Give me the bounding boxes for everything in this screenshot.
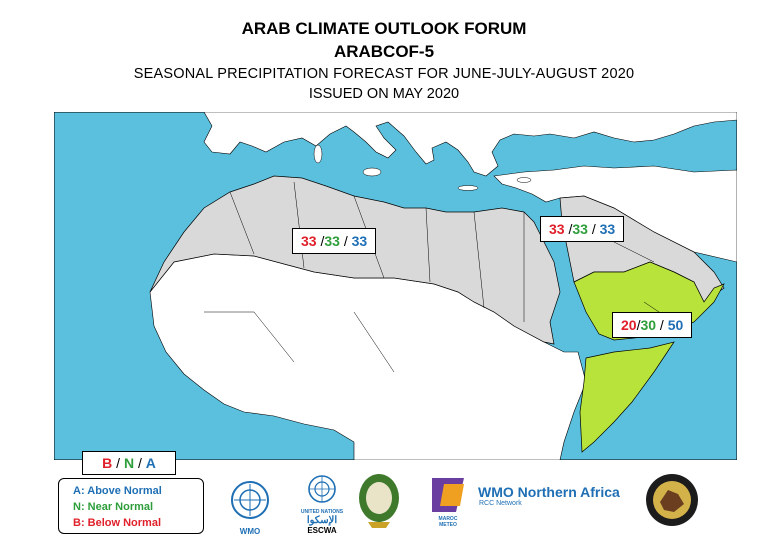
bna-a: A bbox=[145, 455, 156, 471]
legend-below: B: Below Normal bbox=[73, 517, 162, 529]
gcc-logo bbox=[642, 472, 702, 528]
north-africa-region bbox=[149, 175, 561, 345]
above-value: 33 bbox=[351, 233, 368, 249]
wmo-label: WMO bbox=[239, 527, 261, 536]
legend-above: A: Above Normal bbox=[73, 485, 162, 497]
legend-box: A: Above Normal N: Near Normal B: Below … bbox=[58, 478, 204, 534]
forecast-subtitle: SEASONAL PRECIPITATION FORECAST FOR JUNE… bbox=[133, 66, 635, 82]
cyprus bbox=[516, 177, 532, 183]
escwa-arabic-label: الإسكوا bbox=[306, 515, 338, 526]
maroc-meteo-emblem-icon bbox=[430, 476, 466, 526]
wmo-logo: WMO bbox=[228, 478, 272, 536]
forum-title: ARAB CLIMATE OUTLOOK FORUM bbox=[241, 19, 527, 38]
forum-edition: ARABCOF-5 bbox=[333, 42, 435, 61]
un-emblem-icon bbox=[308, 475, 336, 503]
title-block: ARAB CLIMATE OUTLOOK FORUM ARABCOF-5 SEA… bbox=[0, 18, 768, 104]
maroc-meteo-logo: MAROC METEO bbox=[430, 476, 466, 528]
escwa-logo: UNITED NATIONS الإسكوا ESCWA bbox=[298, 474, 346, 535]
arab-league-logo bbox=[356, 470, 402, 530]
bna-b: B bbox=[102, 455, 113, 471]
escwa-label: ESCWA bbox=[307, 526, 337, 535]
crete bbox=[457, 185, 479, 191]
below-value: 20 bbox=[621, 317, 637, 333]
prob-box-north-africa: 33 /33 / 33 bbox=[292, 228, 377, 254]
issue-date: ISSUED ON MAY 2020 bbox=[308, 86, 460, 102]
near-value: 30 bbox=[640, 317, 657, 333]
gcc-emblem-icon bbox=[646, 474, 698, 526]
below-value: 33 bbox=[549, 221, 565, 237]
above-value: 50 bbox=[667, 317, 684, 333]
prob-box-southeast: 20/30 / 50 bbox=[612, 312, 693, 338]
arab-league-emblem-icon bbox=[359, 474, 399, 528]
maroc-meteo-label: MAROC METEO bbox=[438, 516, 458, 528]
wmo-northern-africa-logo: WMO Northern Africa RCC Network bbox=[478, 484, 634, 510]
below-value: 33 bbox=[301, 233, 317, 249]
bna-n: N bbox=[123, 455, 135, 471]
wmo-emblem-icon bbox=[231, 481, 269, 519]
un-label: UNITED NATIONS bbox=[300, 509, 344, 515]
sardinia bbox=[313, 144, 323, 164]
above-value: 33 bbox=[599, 221, 616, 237]
legend-near: N: Near Normal bbox=[73, 501, 154, 513]
near-value: 33 bbox=[572, 221, 588, 237]
country-borders bbox=[204, 181, 675, 373]
europe-land bbox=[203, 112, 737, 177]
forecast-map bbox=[54, 112, 737, 460]
wmo-na-sub-label: RCC Network bbox=[479, 500, 522, 507]
wmo-na-label: WMO Northern Africa bbox=[478, 484, 620, 500]
prob-box-arabia: 33 /33 / 33 bbox=[540, 216, 625, 242]
near-value: 33 bbox=[324, 233, 340, 249]
sicily bbox=[362, 167, 382, 177]
bna-header-box: B / N / A bbox=[82, 451, 176, 475]
somalia-region bbox=[579, 341, 675, 453]
